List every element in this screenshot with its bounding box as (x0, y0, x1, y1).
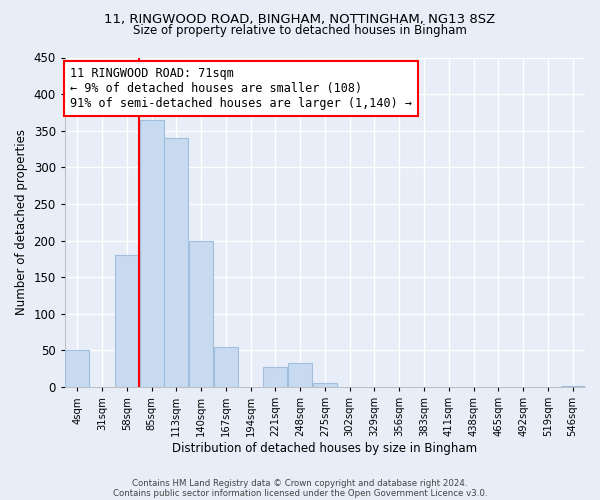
Text: 11 RINGWOOD ROAD: 71sqm
← 9% of detached houses are smaller (108)
91% of semi-de: 11 RINGWOOD ROAD: 71sqm ← 9% of detached… (70, 68, 412, 110)
Bar (313, 384, 337, 387)
Bar (164, 138, 188, 387)
Bar (115, 255, 139, 387)
Text: Contains public sector information licensed under the Open Government Licence v3: Contains public sector information licen… (113, 488, 487, 498)
Bar (263, 368, 287, 387)
Y-axis label: Number of detached properties: Number of detached properties (15, 130, 28, 316)
Bar (288, 363, 312, 387)
Bar (65, 350, 89, 387)
X-axis label: Distribution of detached houses by size in Bingham: Distribution of detached houses by size … (172, 442, 478, 455)
Bar (140, 120, 164, 387)
Bar (214, 347, 238, 387)
Text: Contains HM Land Registry data © Crown copyright and database right 2024.: Contains HM Land Registry data © Crown c… (132, 478, 468, 488)
Bar (560, 386, 584, 387)
Bar (189, 240, 213, 387)
Text: Size of property relative to detached houses in Bingham: Size of property relative to detached ho… (133, 24, 467, 37)
Text: 11, RINGWOOD ROAD, BINGHAM, NOTTINGHAM, NG13 8SZ: 11, RINGWOOD ROAD, BINGHAM, NOTTINGHAM, … (104, 12, 496, 26)
